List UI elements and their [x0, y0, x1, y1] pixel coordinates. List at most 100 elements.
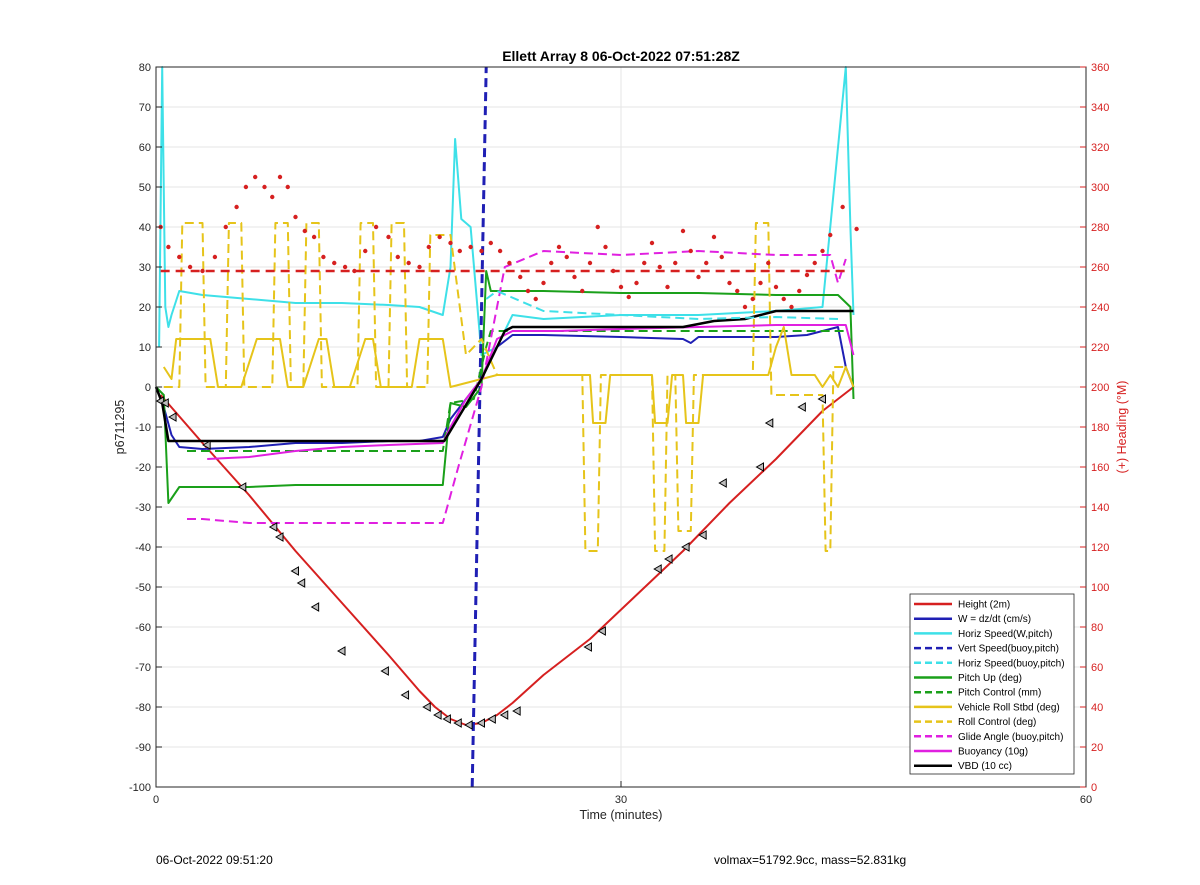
- y-axis-ticks: -100-90-80-70-60-50-40-30-20-10010203040…: [129, 62, 162, 794]
- heading-point: [262, 184, 267, 190]
- heading-point: [673, 260, 678, 266]
- data-marker: [442, 714, 451, 724]
- data-marker: [310, 602, 320, 612]
- y-tick-label: -100: [129, 782, 151, 794]
- heading-point: [373, 224, 379, 230]
- y2-tick-label: 180: [1091, 422, 1109, 434]
- y2-tick-label: 240: [1091, 302, 1109, 314]
- series-vert-speed-buoy-pitch: [470, 66, 488, 788]
- y2-tick-label: 360: [1091, 62, 1109, 74]
- y-tick-label: -10: [135, 422, 151, 434]
- heading-point: [704, 260, 709, 266]
- heading-point: [166, 244, 171, 250]
- data-marker: [597, 626, 606, 636]
- heading-point: [363, 248, 368, 254]
- heading-point: [177, 254, 182, 260]
- heading-point: [789, 304, 794, 310]
- heading-point: [437, 234, 442, 240]
- y2-tick-label: 140: [1091, 502, 1109, 514]
- heading-point: [541, 280, 546, 286]
- y-tick-label: 60: [139, 142, 151, 154]
- heading-point: [253, 174, 258, 180]
- data-marker: [476, 718, 485, 728]
- series-glide-angle-buoy-pitch: [187, 250, 847, 524]
- heading-point: [626, 294, 631, 300]
- data-marker: [380, 666, 389, 676]
- legend-label-horiz-speed-w-pitch: Horiz Speed(W,pitch): [958, 629, 1052, 640]
- data-marker: [464, 720, 473, 730]
- legend-label-w-dz-dt-cm-s: W = dz/dt (cm/s): [958, 614, 1031, 625]
- legend-label-glide-angle-buoy-pitch: Glide Angle (buoy,pitch): [958, 732, 1063, 743]
- data-marker: [698, 530, 707, 540]
- data-marker: [653, 564, 662, 574]
- y-tick-label: -90: [135, 742, 151, 754]
- legend-label-buoyancy-10g: Buoyancy (10g): [958, 747, 1028, 758]
- x-tick-label: 30: [615, 794, 627, 806]
- heading-point: [479, 248, 484, 254]
- y-tick-label: 30: [139, 262, 151, 274]
- heading-point: [719, 254, 724, 260]
- legend-label-pitch-up-deg: Pitch Up (deg): [958, 673, 1022, 684]
- y-tick-label: 50: [139, 182, 151, 194]
- heading-point: [840, 204, 845, 210]
- y-tick-label: -70: [135, 662, 151, 674]
- heading-point: [342, 264, 348, 270]
- y-tick-label: 40: [139, 222, 151, 234]
- series-pitch-control-mm: [187, 330, 846, 452]
- heading-point: [448, 240, 453, 246]
- heading-point: [618, 284, 624, 290]
- y2-tick-label: 160: [1091, 462, 1109, 474]
- heading-point: [352, 268, 357, 274]
- y-tick-label: -50: [135, 582, 151, 594]
- y2-tick-label: 100: [1091, 582, 1109, 594]
- x-tick-label: 60: [1080, 794, 1092, 806]
- data-marker: [296, 578, 306, 588]
- series-vbd-10-cc: [154, 309, 854, 443]
- heading-point: [727, 280, 732, 286]
- y-axis-label: p6711295: [113, 400, 127, 455]
- y2-tick-label: 220: [1091, 342, 1109, 354]
- data-marker: [168, 412, 177, 422]
- heading-point: [812, 260, 817, 266]
- y2-tick-label: 320: [1091, 142, 1109, 154]
- heading-point: [595, 224, 600, 230]
- y2-tick-label: 0: [1091, 782, 1097, 794]
- y-tick-label: 80: [139, 62, 151, 74]
- y2-axis-ticks: 0 20 40 60 80 100 120 140 160 180 200 220 240 260 280 3…: [1080, 62, 1109, 794]
- heading-point: [507, 260, 512, 266]
- y-tick-label: -80: [135, 702, 151, 714]
- heading-point: [533, 296, 538, 302]
- y2-tick-label: 280: [1091, 222, 1109, 234]
- x-tick-label: 0: [153, 794, 159, 806]
- heading-point: [556, 244, 562, 250]
- heading-point: [525, 288, 531, 294]
- data-marker: [422, 702, 431, 712]
- heading-point: [742, 304, 748, 310]
- heading-point: [488, 240, 493, 246]
- heading-point: [549, 260, 554, 266]
- data-marker: [268, 522, 278, 532]
- data-marker: [274, 532, 284, 542]
- heading-point: [611, 268, 616, 274]
- x-axis-ticks: 0 30 60: [153, 781, 1092, 806]
- y2-tick-label: 300: [1091, 182, 1109, 194]
- data-marker: [160, 398, 169, 408]
- legend-label-pitch-control-mm: Pitch Control (mm): [958, 688, 1041, 699]
- heading-point: [642, 260, 647, 266]
- data-marker: [237, 482, 247, 492]
- legend-box: [909, 593, 1075, 775]
- x-axis-label: Time (minutes): [580, 808, 663, 822]
- data-marker: [817, 394, 826, 404]
- heading-point: [468, 244, 473, 250]
- data-marker: [583, 642, 592, 652]
- data-marker: [797, 402, 806, 412]
- heading-point: [332, 260, 337, 266]
- heading-point: [797, 288, 802, 294]
- data-marker: [755, 462, 764, 472]
- y2-tick-label: 80: [1091, 622, 1103, 634]
- heading-point: [711, 234, 717, 240]
- data-marker: [764, 418, 774, 428]
- y2-tick-label: 200: [1091, 382, 1109, 394]
- data-marker: [453, 718, 462, 728]
